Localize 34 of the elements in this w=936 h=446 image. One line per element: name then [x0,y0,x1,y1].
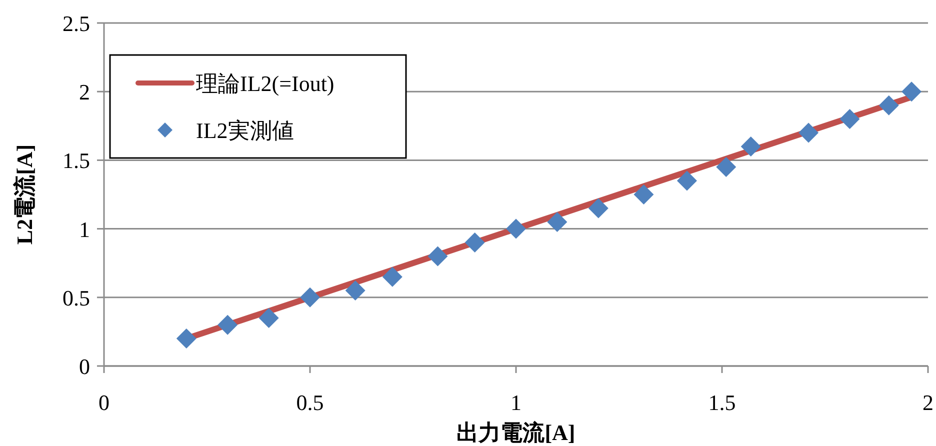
y-tick-label: 1.5 [62,148,90,174]
point [902,82,922,102]
y-axis-title: L2電流[A] [12,144,37,245]
y-tick-label: 0 [79,354,90,379]
point [588,198,608,218]
point [176,328,196,349]
point [716,157,736,178]
point [345,280,366,301]
x-tick-label: 1.5 [708,390,736,415]
point [740,136,761,156]
point [382,266,402,287]
point [506,218,526,239]
point [676,170,697,191]
point [464,232,485,253]
y-tick-label: 2.5 [62,11,90,36]
point [428,246,448,266]
x-tick-label: 1 [510,390,522,415]
point [258,308,279,328]
point [634,184,654,204]
point [878,95,899,116]
point [840,109,860,130]
y-tick-label: 2 [79,80,90,105]
legend-label: 理論IL2(=Iout) [196,71,334,96]
legend-label: IL2実測値 [196,118,294,143]
x-tick-label: 2 [922,390,934,415]
point [300,287,320,308]
point [218,314,238,335]
x-tick-label: 0.5 [296,390,324,415]
x-axis-title: 出力電流[A] [456,420,576,445]
x-tick-label: 0 [98,390,110,415]
y-tick-label: 0.5 [62,285,90,310]
point [798,122,819,143]
y-tick-label: 1 [79,216,90,242]
point [547,212,568,232]
